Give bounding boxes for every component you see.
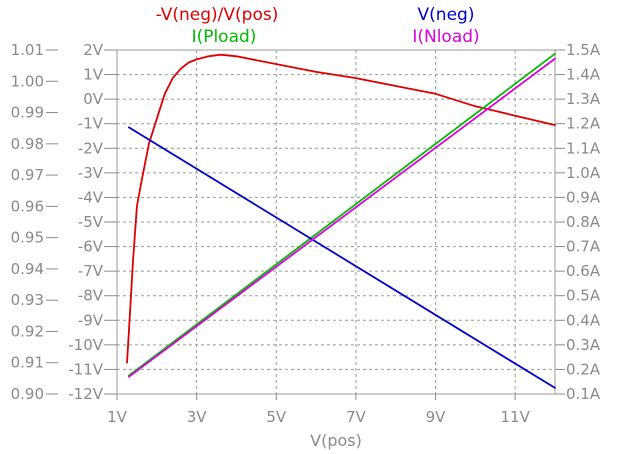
current-tick-label: 1.5A bbox=[566, 41, 601, 59]
ratio-tick-label: 0.90 bbox=[11, 385, 44, 403]
legend-vneg[interactable]: V(neg) bbox=[418, 5, 475, 25]
voltage-tick-label: 1V bbox=[83, 66, 104, 84]
x-tick-label: 5V bbox=[266, 408, 287, 426]
voltage-tick-label: -6V bbox=[78, 238, 104, 256]
x-tick-label: 11V bbox=[501, 408, 531, 426]
x-tick-label: 9V bbox=[426, 408, 447, 426]
voltage-tick-label: -10V bbox=[68, 336, 103, 354]
ratio-tick-label: 0.91 bbox=[11, 354, 44, 372]
series-lines bbox=[126, 52, 556, 389]
ratio-tick-label: 1.01 bbox=[11, 41, 44, 59]
voltage-tick-label: -2V bbox=[78, 139, 104, 157]
voltage-tick-label: 0V bbox=[83, 90, 104, 108]
pload-series-line bbox=[127, 52, 556, 377]
ratio-tick-label: 0.92 bbox=[11, 322, 44, 340]
nload-series-line bbox=[127, 57, 556, 378]
legend-nload[interactable]: I(Nload) bbox=[412, 27, 479, 47]
current-tick-label: 0.8A bbox=[566, 213, 601, 231]
ratio-tick-label: 0.93 bbox=[11, 291, 44, 309]
voltage-tick-label: -4V bbox=[78, 188, 104, 206]
current-tick-label: 0.7A bbox=[566, 238, 601, 256]
ratio-tick-label: 0.99 bbox=[11, 104, 44, 122]
current-tick-label: 0.6A bbox=[566, 262, 601, 280]
ratio-tick-label: 1.00 bbox=[11, 72, 44, 90]
voltage-tick-label: -7V bbox=[78, 262, 104, 280]
ratio-axis-labels: 0.90 0.91 0.92 0.93 0.94 0.95 0.96 0.97 0.98 0.99… bbox=[11, 41, 58, 403]
ratio-tick-label: 0.96 bbox=[11, 197, 44, 215]
voltage-tick-label: -5V bbox=[78, 213, 104, 231]
current-tick-label: 0.3A bbox=[566, 336, 601, 354]
x-axis-title: V(pos) bbox=[310, 431, 362, 450]
voltage-tick-label: -9V bbox=[78, 311, 104, 329]
x-tick-label: 3V bbox=[187, 408, 208, 426]
current-tick-label: 1.0A bbox=[566, 164, 601, 182]
current-tick-label: 0.1A bbox=[566, 385, 601, 403]
voltage-tick-label: -1V bbox=[78, 115, 104, 133]
current-tick-label: 1.3A bbox=[566, 90, 601, 108]
current-tick-label: 1.1A bbox=[566, 139, 601, 157]
ratio-tick-label: 0.98 bbox=[11, 135, 44, 153]
current-tick-label: 1.2A bbox=[566, 115, 601, 133]
legend-ratio[interactable]: -V(neg)/V(pos) bbox=[156, 5, 279, 25]
ratio-tick-label: 0.94 bbox=[11, 260, 44, 278]
current-tick-label: 0.9A bbox=[566, 188, 601, 206]
voltage-tick-label: -11V bbox=[68, 360, 103, 378]
ratio-tick-label: 0.97 bbox=[11, 166, 44, 184]
current-tick-label: 0.4A bbox=[566, 311, 601, 329]
ratio-tick-label: 0.95 bbox=[11, 229, 44, 247]
legend-pload[interactable]: I(Pload) bbox=[192, 27, 257, 47]
voltage-tick-label: -3V bbox=[78, 164, 104, 182]
voltage-axis-labels: -12V -11V -10V -9V -8V -7V -6V -5V -4V -3V -2V -1V 0… bbox=[68, 41, 117, 403]
x-tick-label: 1V bbox=[107, 408, 128, 426]
ratio-series-line bbox=[126, 53, 556, 364]
x-axis-labels: 1V 3V 5V 7V 9V 11V bbox=[107, 394, 531, 426]
current-tick-label: 0.5A bbox=[566, 287, 601, 305]
voltage-tick-label: -8V bbox=[78, 287, 104, 305]
x-tick-label: 7V bbox=[346, 408, 367, 426]
current-axis-labels: 0.1A 0.2A 0.3A 0.4A 0.5A 0.6A 0.7A 0.8A 0.9A 1.0A… bbox=[555, 41, 601, 403]
vneg-series-line bbox=[127, 126, 556, 389]
voltage-tick-label: -12V bbox=[68, 385, 103, 403]
current-tick-label: 0.2A bbox=[566, 360, 601, 378]
current-tick-label: 1.4A bbox=[566, 66, 601, 84]
voltage-tick-label: 2V bbox=[83, 41, 104, 59]
